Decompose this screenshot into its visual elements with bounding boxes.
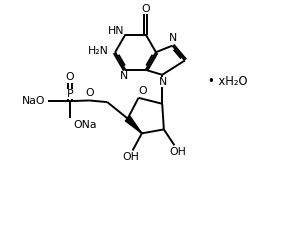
Text: OH: OH bbox=[169, 147, 186, 157]
Text: OH: OH bbox=[123, 152, 139, 162]
Text: O: O bbox=[85, 88, 94, 98]
Text: O: O bbox=[138, 86, 147, 96]
Text: N: N bbox=[169, 33, 178, 43]
Text: H₂N: H₂N bbox=[88, 46, 108, 55]
Polygon shape bbox=[125, 116, 142, 133]
Text: • xH₂O: • xH₂O bbox=[208, 75, 248, 88]
Text: N: N bbox=[159, 77, 167, 87]
Text: N: N bbox=[120, 72, 128, 81]
Text: O: O bbox=[141, 4, 150, 13]
Text: ONa: ONa bbox=[73, 120, 97, 130]
Text: P: P bbox=[67, 88, 73, 99]
Text: HN: HN bbox=[108, 26, 124, 36]
Text: O: O bbox=[66, 72, 74, 82]
Text: NaO: NaO bbox=[22, 96, 46, 106]
